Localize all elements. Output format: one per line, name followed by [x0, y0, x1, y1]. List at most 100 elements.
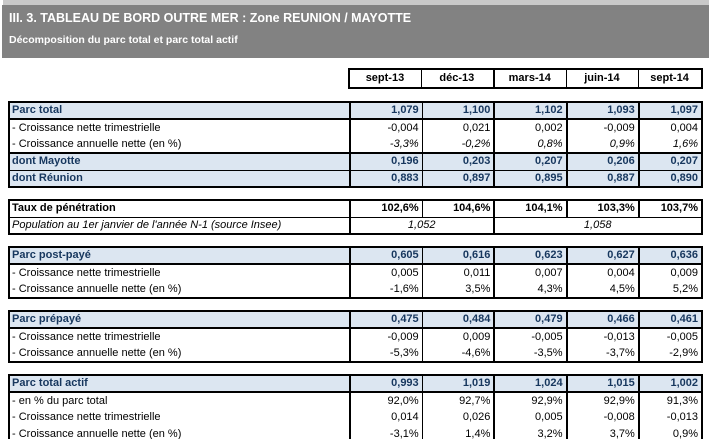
table-cell: 4,3%: [493, 281, 567, 298]
table-cell: 1,6%: [637, 136, 702, 153]
row-label: dont Mayotte: [9, 152, 350, 170]
column-header-sept-13: sept-13: [365, 72, 405, 84]
table-cell: 0,005: [493, 409, 567, 426]
row-label: - Croissance annuelle nette (en %): [12, 137, 182, 150]
column-header-sept-14: sept-14: [638, 69, 702, 88]
table-cell: 103,3%: [565, 200, 639, 218]
table-cell: -0,005: [637, 328, 702, 345]
table-cell: 0,475: [348, 311, 423, 329]
table-cell: 92,9%: [565, 392, 639, 409]
column-header-juin-14: juin-14: [565, 69, 639, 88]
table-cell: 0,002: [493, 119, 567, 136]
row-label: - Croissance annuelle nette (en %): [12, 346, 182, 359]
table-cell: 0,011: [421, 264, 495, 281]
table-row: - Croissance annuelle nette (en %) -3,1% 1…: [9, 426, 702, 439]
merged-cell: 1,052: [348, 217, 495, 234]
table-cell: 1,093: [565, 102, 639, 120]
table-cell: 0,009: [421, 328, 495, 345]
table-cell: 0,207: [493, 152, 567, 170]
table-cell: -0,009: [348, 328, 423, 345]
table-cell: 1,002: [637, 375, 702, 393]
table-cell: -0,005: [493, 328, 567, 345]
table-cell: 0,466: [565, 311, 639, 329]
table-cell: 0,484: [421, 311, 495, 329]
row-label: - Croissance annuelle nette (en %): [12, 282, 182, 295]
table-cell: -4,6%: [421, 345, 495, 362]
table-cell: 3,7%: [565, 426, 639, 439]
row-label: - Croissance nette trimestrielle: [12, 266, 161, 279]
table-cell: 0,627: [565, 247, 639, 265]
row-label: Parc prépayé: [9, 311, 350, 329]
table-cell: 0,605: [348, 247, 423, 265]
table-cell: 0,005: [348, 264, 423, 281]
table-cell: 1,079: [348, 102, 423, 120]
table-cell: 0,461: [637, 311, 702, 329]
table-row: Parc total actif 0,993 1,019 1,024 1,015 1,00…: [9, 375, 702, 393]
table-cell: 0,883: [348, 169, 423, 187]
table-cell: 0,196: [348, 152, 423, 170]
block-parc-prepaye: Parc prépayé 0,475 0,484 0,479 0,466 0,461- C…: [8, 310, 703, 363]
report-body: sept-13 déc-13 mars-14 juin-14 sept-14 P…: [0, 58, 709, 439]
table-cell: -3,3%: [348, 136, 423, 153]
table-cell: -0,009: [565, 119, 639, 136]
row-label: dont Réunion: [9, 169, 350, 187]
table-cell: -0,013: [637, 409, 702, 426]
row-label: - Croissance nette trimestrielle: [12, 411, 161, 423]
row-label: Parc total: [9, 102, 350, 120]
table-row: Parc prépayé 0,475 0,484 0,479 0,466 0,461: [9, 311, 702, 329]
table-cell: 4,5%: [565, 281, 639, 298]
table-cell: 104,1%: [493, 200, 567, 218]
table-row: Parc post-payé 0,605 0,616 0,623 0,627 0,636: [9, 247, 702, 265]
table-row: Taux de pénétration 102,6% 104,6% 104,1% 103…: [9, 200, 702, 218]
table-cell: 0,9%: [637, 426, 702, 439]
table-cell: 0,004: [637, 119, 702, 136]
table-cell: 3,2%: [493, 426, 567, 439]
table-row: - en % du parc total 92,0% 92,7% 92,9% 92,9%…: [9, 392, 702, 409]
table-cell: -2,9%: [637, 345, 702, 362]
table-cell: 0,897: [421, 169, 495, 187]
block-parc-total-actif: Parc total actif 0,993 1,019 1,024 1,015 1,00…: [8, 374, 703, 439]
table-row: sept-13 déc-13 mars-14 juin-14 sept-14: [349, 69, 702, 88]
window-top-strip: [3, 0, 709, 5]
table-cell: -5,3%: [348, 345, 423, 362]
table-cell: -0,013: [565, 328, 639, 345]
table-cell: 104,6%: [421, 200, 495, 218]
table-row: dont Réunion 0,883 0,897 0,895 0,887 0,890: [9, 169, 702, 187]
page-title: III. 3. TABLEAU DE BORD OUTRE MER : Zone…: [9, 11, 412, 25]
report-title-bar: III. 3. TABLEAU DE BORD OUTRE MER : Zone…: [2, 5, 709, 58]
table-cell: 0,8%: [493, 136, 567, 153]
table-row: dont Mayotte 0,196 0,203 0,207 0,206 0,207: [9, 152, 702, 170]
merged-cell: 1,058: [493, 217, 702, 234]
table-cell: 1,100: [421, 102, 495, 120]
table-cell: -1,6%: [348, 281, 423, 298]
table-cell: 1,024: [493, 375, 567, 393]
table-cell: 0,014: [348, 409, 423, 426]
table-cell: 1,015: [565, 375, 639, 393]
table-row: - Croissance annuelle nette (en %) -5,3% -…: [9, 345, 702, 362]
table-cell: 1,019: [421, 375, 495, 393]
table-row: - Croissance annuelle nette (en %) -1,6% 3…: [9, 281, 702, 298]
row-label: Population au 1er janvier de l'année N-1…: [12, 218, 282, 231]
table-cell: 0,616: [421, 247, 495, 265]
table-cell: 102,6%: [348, 200, 423, 218]
row-label: - en % du parc total: [12, 394, 108, 407]
row-label: Parc total actif: [9, 375, 350, 393]
table-cell: 0,207: [637, 152, 702, 170]
table-cell: 0,009: [637, 264, 702, 281]
table-cell: 92,9%: [493, 392, 567, 409]
table-row: - Croissance nette trimestrielle -0,009 0,…: [9, 328, 702, 345]
table-cell: -0,2%: [421, 136, 495, 153]
table-row: - Croissance annuelle nette (en %) -3,3% -…: [9, 136, 702, 153]
table-cell: 3,5%: [421, 281, 495, 298]
table-row: - Croissance nette trimestrielle -0,004 0,…: [9, 119, 702, 136]
table-cell: 0,206: [565, 152, 639, 170]
table-cell: 0,895: [493, 169, 567, 187]
table-row: - Croissance nette trimestrielle 0,014 0,0…: [9, 409, 702, 426]
table-row: - Croissance nette trimestrielle 0,005 0,0…: [9, 264, 702, 281]
table-row: Parc total 1,079 1,100 1,102 1,093 1,097: [9, 102, 702, 120]
table-cell: 0,021: [421, 119, 495, 136]
table-cell: 0,007: [493, 264, 567, 281]
row-label: - Croissance nette trimestrielle: [12, 330, 161, 343]
table-cell: 92,0%: [348, 392, 423, 409]
